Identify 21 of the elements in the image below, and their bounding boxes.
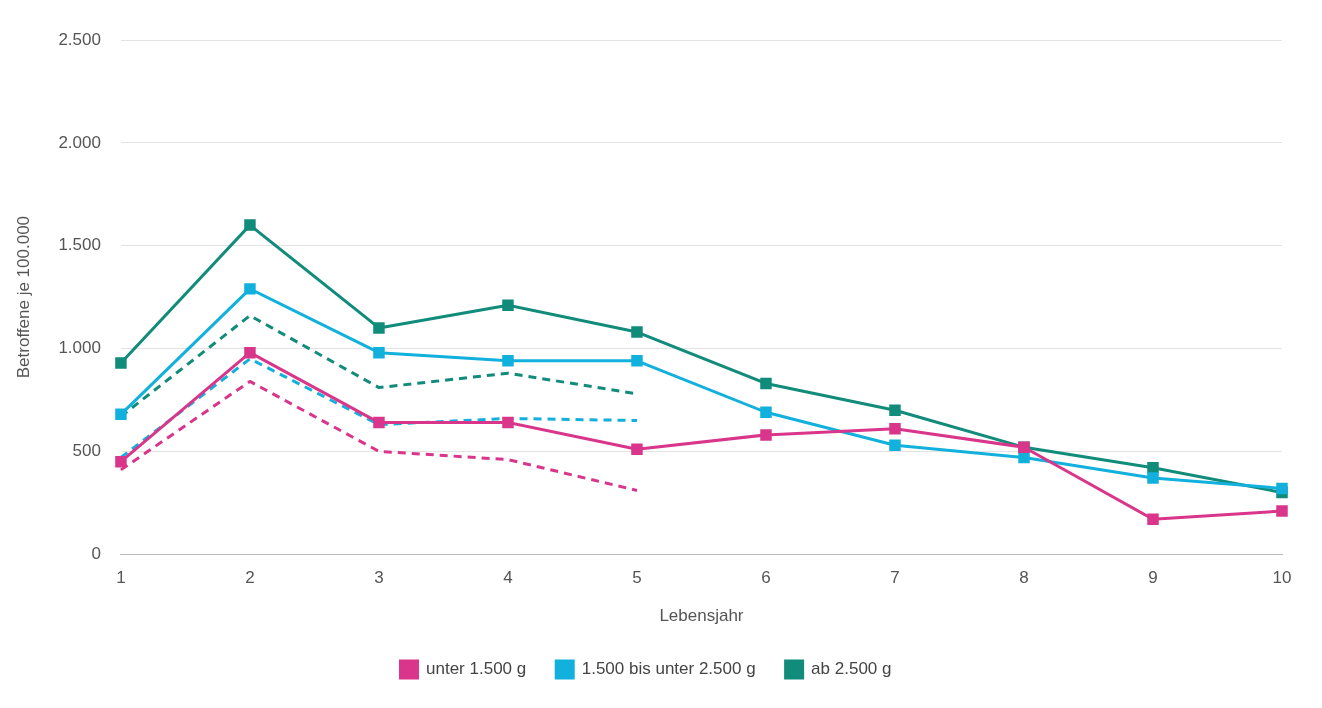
y-tick-label: 2.000 [58, 132, 101, 152]
legend-label: unter 1.500 g [426, 659, 527, 679]
x-tick-label: 4 [503, 568, 513, 588]
x-tick-label: 9 [1148, 568, 1158, 588]
y-tick-label: 1.000 [58, 338, 101, 358]
x-tick-label: 8 [1019, 568, 1029, 588]
y-tick-label: 1.500 [58, 235, 101, 255]
x-tick-label: 3 [374, 568, 384, 588]
legend-label: ab 2.500 g [811, 659, 892, 679]
y-tick-label: 500 [72, 441, 101, 461]
y-tick-label: 2.500 [58, 29, 101, 49]
x-tick-label: 1 [116, 568, 126, 588]
x-tick-label: 10 [1272, 568, 1292, 588]
y-axis-title: Betroffene je 100.000 [13, 215, 33, 379]
x-tick-label: 6 [761, 568, 771, 588]
x-tick-label: 7 [890, 568, 900, 588]
y-tick-label: 0 [91, 543, 101, 563]
legend-label: 1.500 bis unter 2.500 g [581, 659, 756, 679]
x-tick-label: 2 [245, 568, 255, 588]
x-axis-title: Lebensjahr [659, 606, 744, 626]
x-tick-label: 5 [632, 568, 642, 588]
